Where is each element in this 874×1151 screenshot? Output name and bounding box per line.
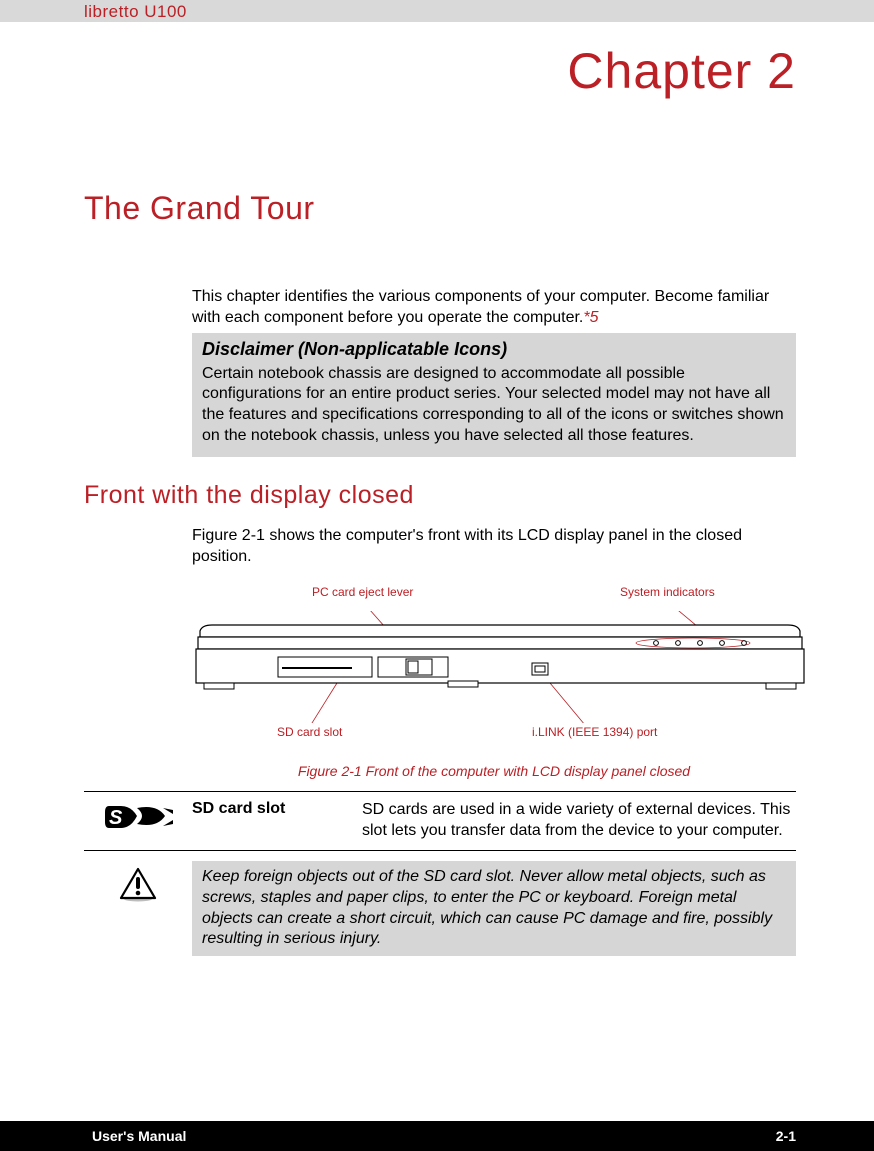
caution-text: Keep foreign objects out of the SD card … [192, 861, 796, 956]
disclaimer-box: Disclaimer (Non-applicatable Icons) Cert… [192, 333, 796, 457]
label-sd-slot: SD card slot [277, 725, 342, 739]
label-pc-eject: PC card eject lever [312, 585, 413, 599]
device-illustration-icon [192, 611, 808, 723]
disclaimer-body: Certain notebook chassis are designed to… [202, 364, 786, 447]
figure-caption: Figure 2-1 Front of the computer with LC… [192, 763, 796, 779]
sd-logo-icon: S [84, 800, 192, 832]
figure: PC card eject lever System indicators SD… [192, 587, 808, 747]
chapter-title: Chapter 2 [0, 42, 796, 100]
footnote-ref: *5 [583, 309, 598, 326]
disclaimer-title: Disclaimer (Non-applicatable Icons) [202, 339, 786, 360]
intro-paragraph: This chapter identifies the various comp… [192, 287, 796, 329]
intro-text: This chapter identifies the various comp… [192, 288, 769, 326]
label-ilink: i.LINK (IEEE 1394) port [532, 725, 657, 739]
footer-bar: User's Manual 2-1 [0, 1121, 874, 1151]
footer-title: User's Manual [92, 1128, 186, 1144]
caution-row: Keep foreign objects out of the SD card … [84, 861, 796, 956]
subsection-title: Front with the display closed [84, 481, 796, 510]
subsection-body: Figure 2-1 shows the computer's front wi… [192, 526, 796, 568]
product-name: libretto U100 [84, 2, 187, 22]
definition-term: SD card slot [192, 800, 362, 818]
section-title: The Grand Tour [84, 190, 796, 227]
warning-icon [84, 861, 192, 903]
definition-row: S SD card slot SD cards are used in a wi… [84, 791, 796, 851]
label-system-indicators: System indicators [620, 585, 715, 599]
definition-body: SD cards are used in a wide variety of e… [362, 800, 796, 842]
header-bar: libretto U100 [0, 0, 874, 22]
svg-text:S: S [109, 807, 123, 829]
footer-page-number: 2-1 [776, 1128, 796, 1144]
